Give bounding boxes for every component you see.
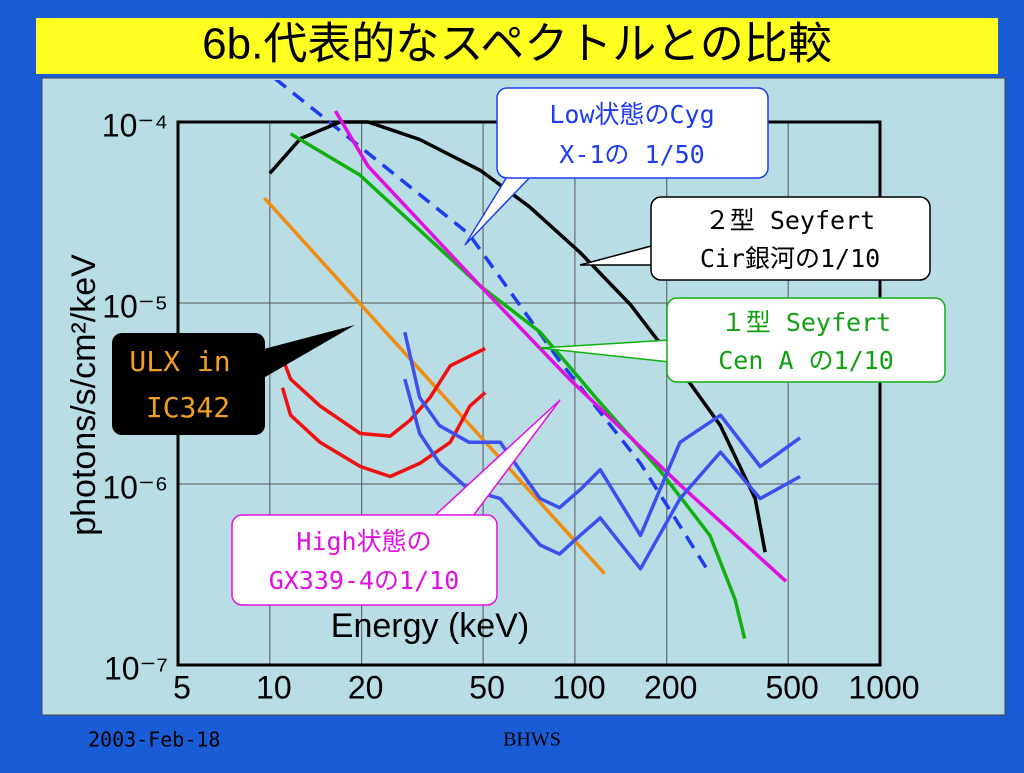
spectrum-line xyxy=(333,110,788,583)
callout-text: ２型 Seyfert xyxy=(705,206,875,235)
x-tick-label: 1000 xyxy=(848,669,919,705)
x-axis-label: Energy (keV) xyxy=(331,607,529,645)
spectrum-line xyxy=(403,378,801,571)
callout-box xyxy=(496,87,769,179)
y-tick-label: 10⁻⁷ xyxy=(104,650,168,686)
callout-pointer xyxy=(260,325,355,380)
callout-text: Low状態のCyg xyxy=(549,100,714,129)
spectrum-line xyxy=(263,196,606,575)
callout-text: X-1の 1/50 xyxy=(559,140,704,169)
lines xyxy=(263,80,802,640)
callout-box xyxy=(112,333,265,435)
callout-box xyxy=(650,196,931,281)
callout-text: High状態の xyxy=(296,527,431,556)
spectrum-line xyxy=(403,331,802,538)
spectrum-line xyxy=(280,387,487,479)
footer-date: 2003-Feb-18 xyxy=(88,728,220,752)
title-bar xyxy=(36,18,998,74)
callout-box xyxy=(666,297,946,383)
x-tick-label: 200 xyxy=(644,669,697,705)
x-tick-label: 5 xyxy=(173,669,191,705)
x-tick-label: 20 xyxy=(348,669,384,705)
callout-box xyxy=(231,514,498,606)
x-tick-label: 100 xyxy=(552,669,605,705)
callout-text: Cir銀河の1/10 xyxy=(700,244,880,273)
callout-text: ULX in xyxy=(129,345,230,378)
spectrum-line xyxy=(289,132,747,640)
x-tick-label: 10 xyxy=(256,669,292,705)
footer-event: BHWS xyxy=(503,729,561,751)
y-axis-label: photons/s/cm²/keV xyxy=(65,254,103,536)
ticks: 5 10 20 50 100 200 500 1000 10⁻⁷ 10⁻⁶ 10⁻⁵ 10⁻⁴ xyxy=(102,107,920,705)
x-tick-label: 500 xyxy=(765,669,818,705)
callout-text: GX339-4の1/10 xyxy=(269,566,460,595)
x-tick-label: 50 xyxy=(469,669,505,705)
spectrum-line xyxy=(278,347,486,438)
slide-title: 6b.代表的なスペクトルとの比較 xyxy=(202,20,832,69)
y-tick-label: 10⁻⁴ xyxy=(102,107,168,143)
spectrum-line xyxy=(274,80,712,575)
y-tick-label: 10⁻⁶ xyxy=(102,469,168,505)
y-tick-label: 10⁻⁵ xyxy=(102,288,168,324)
callout-text: Cen A の1/10 xyxy=(718,346,894,375)
callout-text: １型 Seyfert xyxy=(721,308,891,337)
callout-text: IC342 xyxy=(146,391,230,424)
